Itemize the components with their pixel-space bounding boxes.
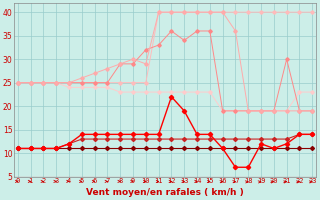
X-axis label: Vent moyen/en rafales ( km/h ): Vent moyen/en rafales ( km/h ) [86, 188, 244, 197]
